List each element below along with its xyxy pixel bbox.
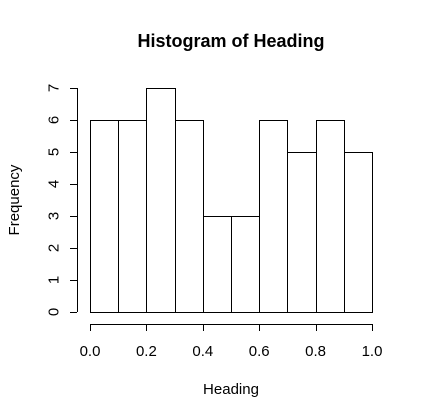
y-tick-label: 2: [46, 244, 63, 252]
histogram-bar: [146, 88, 176, 313]
histogram-bar: [118, 120, 147, 313]
y-tick-label: 6: [46, 116, 63, 124]
x-axis-label: Heading: [203, 381, 259, 398]
y-tick-label: 3: [46, 212, 63, 220]
x-tick-label: 1.0: [362, 343, 383, 360]
x-tick-label: 0.4: [192, 343, 213, 360]
x-tick-label: 0.6: [249, 343, 270, 360]
x-axis: 0.0 0.2 0.4 0.6 0.8 1.0: [80, 324, 383, 360]
histogram-bar: [231, 216, 260, 313]
x-tick-label: 0.8: [305, 343, 326, 360]
histogram-bar: [90, 120, 119, 313]
histogram-bar: [287, 152, 317, 313]
y-tick-label: 5: [46, 148, 63, 156]
y-tick-label: 0: [46, 308, 63, 316]
x-tick-label: 0.0: [80, 343, 101, 360]
histogram-bar: [175, 120, 204, 313]
y-tick-label: 4: [46, 180, 63, 188]
y-tick-label: 7: [46, 84, 63, 92]
histogram-bar: [259, 120, 288, 313]
y-axis-label: Frequency: [6, 164, 23, 235]
y-tick-label: 1: [46, 276, 63, 284]
y-axis: 0 1 2 3 4 5 6 7: [46, 84, 78, 316]
chart-title: Histogram of Heading: [137, 31, 324, 51]
histogram-bar: [203, 216, 232, 313]
bars-group: [90, 88, 373, 313]
histogram-bar: [316, 120, 345, 313]
histogram-bar: [344, 152, 373, 313]
x-tick-label: 0.2: [136, 343, 157, 360]
